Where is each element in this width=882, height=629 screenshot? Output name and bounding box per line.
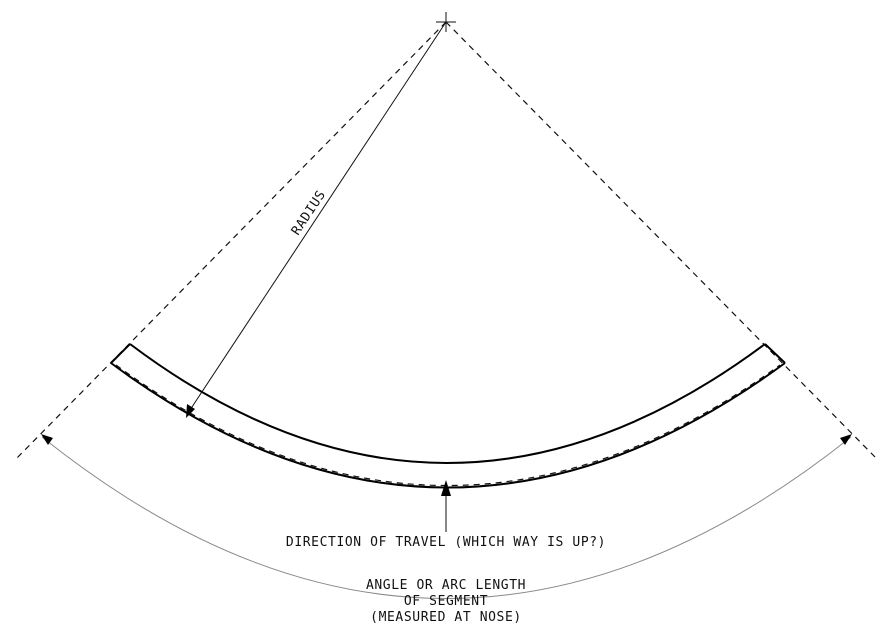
angle-label-line-1: ANGLE OR ARC LENGTH	[366, 578, 526, 593]
radius-dimension: RADIUS	[186, 21, 447, 418]
right-construction-line	[445, 21, 879, 461]
direction-of-travel-arrow	[441, 480, 451, 532]
angle-arrowhead-right	[840, 434, 852, 445]
radius-arrowhead	[186, 404, 195, 418]
angle-label-line-2: OF SEGMENT	[404, 594, 488, 609]
radius-label: RADIUS	[289, 188, 329, 238]
segment-inner-edge	[129, 343, 766, 464]
angle-arrowhead-left	[41, 434, 53, 445]
segment-left-end	[110, 343, 131, 364]
curved-track-segment	[110, 343, 786, 489]
left-construction-line	[14, 21, 447, 461]
angle-label-line-3: (MEASURED AT NOSE)	[370, 610, 522, 625]
direction-arrowhead	[441, 480, 451, 496]
angle-dimension-arc	[41, 436, 852, 599]
direction-of-travel-label: DIRECTION OF TRAVEL (WHICH WAY IS UP?)	[286, 535, 606, 550]
angle-dimension	[41, 434, 852, 599]
segment-nose-line	[115, 364, 781, 487]
segment-right-end	[764, 343, 786, 364]
